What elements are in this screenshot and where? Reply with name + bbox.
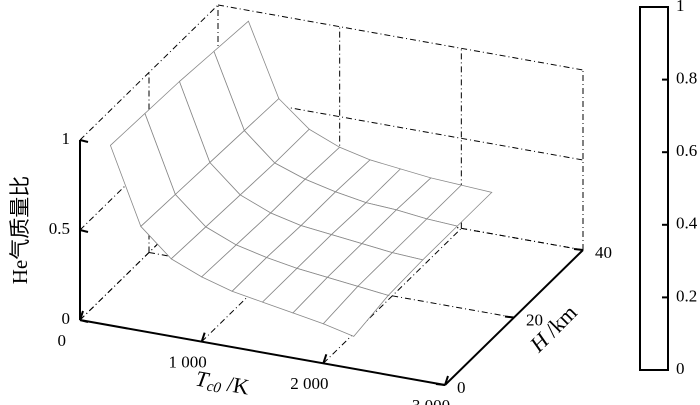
grid-line [79, 4, 219, 141]
tick-label: 1 [62, 129, 71, 148]
tick-label: 0.5 [49, 219, 70, 238]
tick-label: 20 [526, 310, 543, 329]
tick-label: 0.8 [676, 69, 697, 88]
tick-mark [200, 332, 206, 342]
tick-label: 0 [58, 331, 67, 350]
tick-label: 2 000 [290, 374, 328, 393]
tick-mark [79, 229, 89, 233]
x-axis [79, 319, 446, 386]
z-axis-label: He气质量比 [8, 176, 32, 285]
tick-label: 40 [595, 243, 612, 262]
tick-mark [504, 315, 515, 319]
tick-label: 0.2 [676, 286, 697, 305]
tick-mark [79, 139, 89, 143]
tick-label: 1 [676, 0, 685, 15]
tick-label: 0.4 [676, 214, 698, 233]
tick-mark [573, 248, 584, 251]
tick-mark [79, 319, 89, 323]
tick-label: 0.6 [676, 141, 697, 160]
tick-mark [79, 310, 84, 321]
x-axis-label: Tc0 /K [193, 366, 251, 402]
tick-mark [322, 354, 328, 364]
tick-label: 3 000 [412, 396, 450, 405]
colorbar [639, 6, 669, 371]
tick-mark [444, 375, 449, 386]
grid-line [217, 4, 584, 71]
tick-label: 1 000 [169, 353, 207, 372]
tick-mark [435, 383, 446, 386]
x-label-subscript: c0 [205, 379, 222, 397]
tick-label: 0 [62, 309, 71, 328]
tick-label: 0 [457, 378, 466, 397]
x-label-unit: /K [220, 370, 252, 399]
surface-cell [322, 285, 389, 337]
tick-label: 0 [676, 359, 685, 378]
